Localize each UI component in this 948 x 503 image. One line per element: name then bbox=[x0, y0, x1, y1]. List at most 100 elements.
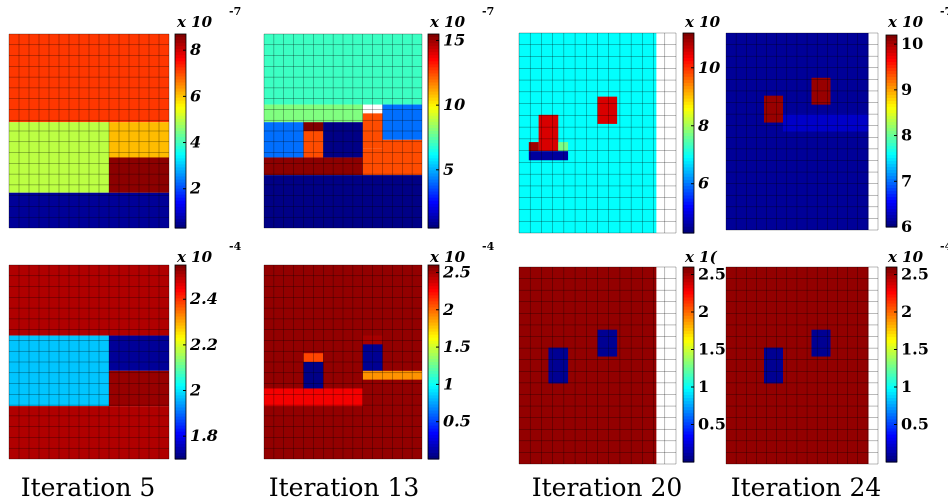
colorbar-step bbox=[175, 55, 186, 59]
colorbar-step bbox=[428, 392, 439, 396]
colorbar-step bbox=[428, 410, 439, 415]
colorbar-multiplier: x 10 bbox=[429, 248, 466, 266]
colorbar-step bbox=[175, 67, 186, 71]
colorbar-frame bbox=[427, 264, 440, 460]
colorbar-step bbox=[683, 195, 694, 200]
colorbar-step bbox=[175, 377, 186, 381]
colorbar-step bbox=[886, 327, 897, 332]
colorbar-step bbox=[428, 301, 439, 306]
colorbar-step bbox=[886, 182, 897, 186]
heatmap-region bbox=[764, 347, 783, 384]
colorbar-step bbox=[886, 367, 897, 372]
colorbar-step bbox=[175, 443, 186, 448]
colorbar-multiplier: x 10 bbox=[176, 248, 213, 266]
colorbar-step bbox=[428, 452, 439, 457]
colorbar-step bbox=[683, 294, 694, 299]
colorbar-tick-label: 2.5 bbox=[698, 265, 726, 284]
colorbar-step bbox=[175, 64, 186, 68]
colorbar-step bbox=[683, 176, 694, 181]
colorbar-step bbox=[428, 440, 439, 445]
colorbar-step bbox=[428, 106, 439, 111]
heatmap-gridlines bbox=[725, 266, 879, 465]
colorbar-step bbox=[175, 167, 186, 172]
colorbar-step bbox=[886, 282, 897, 286]
colorbar-step bbox=[428, 167, 439, 172]
colorbar-step bbox=[175, 209, 186, 214]
colorbar-step bbox=[428, 416, 439, 421]
colorbar-step bbox=[683, 117, 694, 122]
colorbar-tick-label: 2 bbox=[698, 302, 709, 321]
colorbar-step bbox=[886, 373, 897, 378]
colorbar-step bbox=[683, 343, 694, 347]
colorbar-step bbox=[683, 355, 694, 360]
colorbar-step bbox=[886, 364, 897, 369]
colorbar-step bbox=[683, 136, 694, 140]
colorbar-step bbox=[175, 152, 186, 156]
colorbar-step bbox=[683, 67, 694, 72]
colorbar-step bbox=[175, 334, 186, 339]
colorbar-step bbox=[428, 91, 439, 96]
colorbar-step bbox=[428, 343, 439, 348]
colorbar-step bbox=[175, 268, 186, 272]
colorbar-step bbox=[428, 109, 439, 114]
colorbar-tick-label: 1.5 bbox=[443, 337, 471, 356]
colorbar-step bbox=[886, 361, 897, 366]
colorbar-4: 10 9 8 7 6 x 10 -7 bbox=[885, 5, 948, 236]
colorbar-step bbox=[886, 428, 897, 433]
colorbar-step bbox=[428, 319, 439, 324]
colorbar-step bbox=[886, 206, 897, 210]
heatmap-region bbox=[528, 151, 569, 161]
colorbar-step bbox=[886, 155, 897, 159]
colorbar-step bbox=[886, 38, 897, 42]
colorbar-tick-label: 1 bbox=[698, 377, 709, 396]
colorbar-step bbox=[683, 425, 694, 430]
colorbar-step bbox=[175, 185, 186, 190]
colorbar-step bbox=[683, 70, 694, 75]
colorbar-step bbox=[175, 85, 186, 90]
colorbar-step bbox=[175, 112, 186, 117]
colorbar-step bbox=[175, 407, 186, 412]
colorbar-step bbox=[683, 73, 694, 78]
colorbar-step bbox=[175, 271, 186, 275]
colorbar-step bbox=[886, 179, 897, 183]
colorbar-step bbox=[683, 413, 694, 417]
colorbar-frame bbox=[885, 34, 898, 228]
colorbar-step bbox=[886, 404, 897, 408]
colorbar-step bbox=[428, 194, 439, 199]
colorbar-step bbox=[886, 161, 897, 165]
colorbar-step bbox=[175, 349, 186, 354]
colorbar-step bbox=[428, 313, 439, 318]
colorbar-step bbox=[175, 346, 186, 351]
colorbar-step bbox=[175, 446, 186, 451]
colorbar-step bbox=[683, 139, 694, 143]
colorbar-step bbox=[683, 154, 694, 159]
colorbar-step bbox=[886, 194, 897, 198]
colorbar-step bbox=[683, 123, 694, 128]
colorbar-step bbox=[175, 170, 186, 175]
colorbar-step bbox=[886, 128, 897, 132]
colorbar-step bbox=[886, 74, 897, 78]
colorbar-step bbox=[683, 51, 694, 56]
colorbar-step bbox=[428, 218, 439, 223]
colorbar-step bbox=[683, 161, 694, 165]
colorbar-step bbox=[428, 368, 439, 372]
colorbar-step bbox=[175, 155, 186, 159]
colorbar-step bbox=[683, 337, 694, 341]
colorbar-step bbox=[175, 106, 186, 111]
colorbar-step bbox=[683, 204, 694, 209]
colorbar-step bbox=[886, 209, 897, 213]
colorbar-step bbox=[886, 334, 897, 338]
colorbar-step bbox=[175, 368, 186, 372]
colorbar-step bbox=[683, 98, 694, 103]
heatmap-region bbox=[597, 96, 618, 124]
colorbar-step bbox=[683, 315, 694, 320]
colorbar-step bbox=[175, 337, 186, 342]
colorbar-step bbox=[886, 315, 897, 320]
colorbar-step bbox=[886, 146, 897, 150]
colorbar-step bbox=[683, 192, 694, 197]
colorbar-step bbox=[428, 118, 439, 123]
colorbar-step bbox=[886, 425, 897, 430]
colorbar-step bbox=[886, 391, 897, 396]
colorbar-step bbox=[175, 452, 186, 457]
colorbar-step bbox=[428, 355, 439, 360]
